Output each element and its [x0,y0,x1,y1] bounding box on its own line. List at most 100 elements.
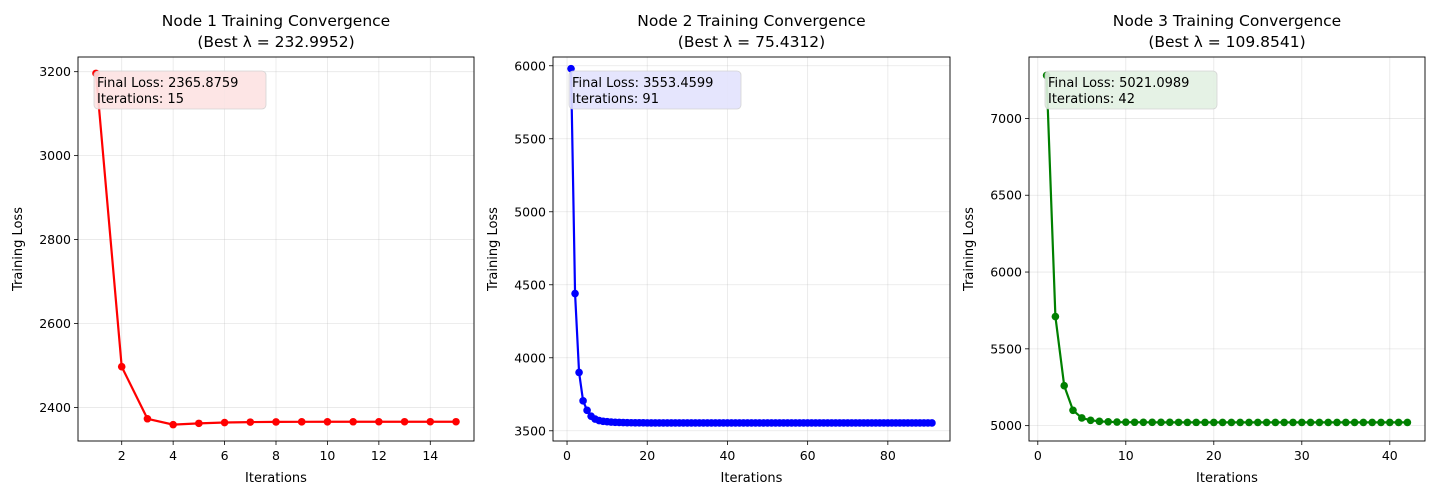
data-point [1377,418,1385,427]
data-point [195,419,203,428]
y-tick-label: 2800 [39,232,71,247]
data-point [567,64,575,73]
data-point [1394,418,1403,427]
data-point [1086,416,1095,425]
data-point [1333,418,1341,427]
chart-title: Node 2 Training Convergence [637,12,865,30]
x-tick-label: 0 [1034,448,1042,463]
data-point [1218,418,1227,427]
y-axis-label: Training Loss [486,207,501,292]
data-point [1227,418,1236,427]
y-tick-label: 2400 [39,400,71,415]
y-tick-label: 5000 [990,418,1022,433]
x-axis-label: Iterations [1196,471,1258,486]
y-tick-label: 7000 [990,111,1022,126]
chart-panel-2: Node 2 Training Convergence (Best λ = 75.… [486,12,951,486]
plot-frame [1028,56,1426,442]
data-point [1051,312,1060,321]
chart-subtitle: (Best λ = 109.8541) [1148,33,1305,51]
data-point [1060,381,1068,390]
data-point [1350,418,1359,427]
y-tick-label: 5500 [514,131,546,146]
data-point [1166,418,1174,427]
data-point [1148,418,1156,427]
data-point [1245,418,1253,427]
data-point [1183,418,1192,427]
chart-subtitle: (Best λ = 75.4312) [678,33,825,51]
data-point [1192,418,1200,427]
data-point [143,414,152,423]
y-tick-label: 4000 [514,350,546,365]
data-point [1298,418,1306,427]
y-tick-label: 3500 [514,423,546,438]
data-point [1368,418,1376,427]
x-tick-label: 6 [221,448,229,463]
data-point [426,417,435,426]
data-point [579,397,587,405]
x-tick-label: 14 [422,448,438,463]
plot-frame [77,56,475,442]
data-point [1236,418,1244,427]
data-point [375,417,383,426]
data-point [1201,418,1209,427]
y-tick-label: 3200 [39,64,71,79]
data-point [246,418,255,426]
data-point [297,418,306,426]
x-tick-label: 10 [319,448,335,463]
series-line [1045,75,1408,424]
x-tick-label: 60 [800,448,816,463]
data-point [1122,418,1130,426]
x-tick-label: 10 [1118,448,1134,463]
data-point [452,417,460,426]
final-loss-text: Final Loss: 5021.0989 [1048,76,1189,91]
y-tick-label: 4500 [514,277,546,292]
x-tick-label: 2 [118,448,126,463]
data-point [1078,414,1086,422]
x-tick-label: 12 [371,448,387,463]
annotation-box [568,70,742,110]
iterations-text: Iterations: 15 [97,92,184,107]
data-point [583,406,591,415]
data-point [1289,418,1297,427]
chart-subtitle: (Best λ = 232.9952) [197,33,354,51]
data-point [1157,418,1165,427]
data-point [1280,418,1288,427]
x-tick-label: 40 [719,448,735,463]
y-tick-label: 3000 [39,148,71,163]
data-point [1324,418,1332,427]
data-point [1130,418,1139,427]
x-tick-label: 8 [272,448,280,463]
x-axis-label: Iterations [721,471,783,486]
y-axis-label: Training Loss [962,207,977,292]
data-point [1210,418,1218,427]
final-loss-text: Final Loss: 2365.8759 [97,76,238,91]
x-tick-label: 80 [880,448,896,463]
data-point [1262,418,1271,427]
final-loss-text: Final Loss: 3553.4599 [572,76,713,91]
x-tick-label: 30 [1294,448,1310,463]
plot-frame [552,56,951,442]
data-point [323,417,332,426]
x-tick-label: 0 [563,448,571,463]
data-point [1113,418,1121,426]
data-point [1069,406,1077,415]
chart-title: Node 3 Training Convergence [1113,12,1341,30]
data-point [1359,418,1368,427]
chart-title: Node 1 Training Convergence [162,12,390,30]
data-point [220,418,229,427]
y-tick-label: 5000 [514,204,546,219]
data-point [1139,418,1148,427]
iterations-text: Iterations: 91 [572,92,659,107]
data-point [1104,418,1112,426]
data-point [1271,418,1280,427]
data-point [1315,418,1324,427]
iterations-text: Iterations: 42 [1048,92,1135,107]
y-tick-label: 6000 [514,58,546,73]
series-line [569,68,932,425]
data-point [575,368,583,377]
x-tick-label: 4 [169,448,177,463]
x-axis-label: Iterations [245,471,307,486]
data-point [349,417,357,426]
y-tick-label: 6000 [990,265,1022,280]
